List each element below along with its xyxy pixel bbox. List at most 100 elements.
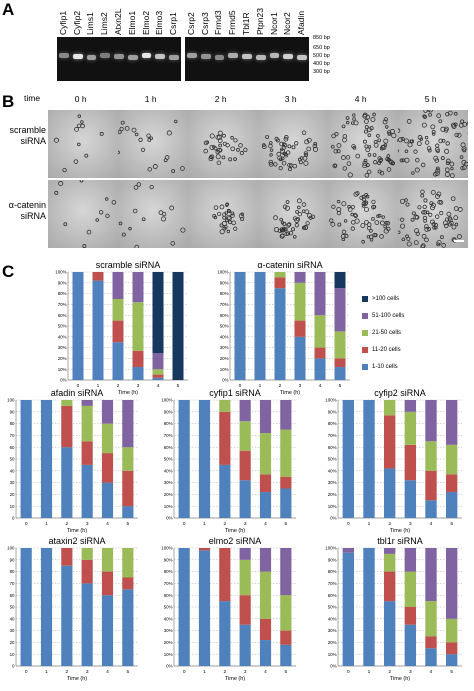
bar-segment <box>219 601 230 666</box>
y-tick-label: 20 <box>10 492 15 497</box>
micrograph-cells <box>398 110 468 178</box>
cell <box>384 225 387 228</box>
bar-segment <box>102 424 113 454</box>
bar-segment <box>425 601 436 636</box>
bar-segment <box>41 400 52 518</box>
cell <box>150 137 153 140</box>
lane-label: Afadin <box>296 11 306 35</box>
y-tick-label: 20% <box>58 356 67 361</box>
bar-segment <box>425 441 436 471</box>
x-tick-label: 0 <box>183 521 186 527</box>
x-tick-label: 4 <box>106 669 109 675</box>
cell <box>368 146 371 149</box>
bar-segment <box>280 489 291 519</box>
y-tick-label: 60% <box>220 313 229 318</box>
y-tick-label: 20% <box>164 640 173 645</box>
bar-segment <box>122 400 133 447</box>
y-tick-label: 100 <box>7 398 15 403</box>
cell <box>77 124 81 128</box>
cell <box>400 224 404 228</box>
bar-segment <box>102 400 113 424</box>
cell <box>286 151 289 154</box>
lane-label: Elmo2 <box>141 11 151 35</box>
bar-segment <box>260 474 271 492</box>
bar-segment <box>405 400 416 412</box>
cell <box>307 147 311 151</box>
cell <box>210 134 214 138</box>
bar-segment <box>280 430 291 477</box>
cell <box>282 161 286 165</box>
legend-swatch <box>362 296 368 302</box>
gel-image-right <box>185 37 309 81</box>
y-tick-label: 70% <box>164 581 173 586</box>
y-tick-label: 40 <box>10 616 15 621</box>
y-tick-label: 40% <box>164 468 173 473</box>
cell <box>365 126 368 129</box>
cell <box>122 233 125 236</box>
bar-segment <box>82 441 93 465</box>
cell <box>365 145 368 148</box>
cell <box>240 151 243 154</box>
y-tick-label: 20% <box>328 640 337 645</box>
bar-segment <box>41 548 52 666</box>
y-tick-label: 0% <box>222 378 228 383</box>
bar-segment <box>295 272 306 283</box>
cell <box>222 156 225 159</box>
cell <box>421 190 425 194</box>
cell <box>343 134 347 138</box>
bar-segment <box>219 465 230 518</box>
cell <box>63 168 66 171</box>
cell <box>302 131 306 135</box>
micrograph-tile <box>398 180 468 248</box>
y-tick-label: 10% <box>164 652 173 657</box>
cell <box>279 166 282 169</box>
bar-segment <box>384 468 395 518</box>
bar-segment <box>153 369 164 374</box>
bar-segment <box>179 548 190 666</box>
bar-segment <box>179 400 190 518</box>
y-tick-label: 90 <box>10 409 15 414</box>
cell <box>280 218 283 221</box>
x-tick-label: 2 <box>65 669 68 675</box>
x-tick-label: 3 <box>409 669 412 675</box>
bar-segment <box>295 321 306 337</box>
bar-segment <box>315 315 326 347</box>
cell <box>170 206 174 210</box>
cell <box>133 209 137 213</box>
cell <box>362 240 365 243</box>
time-label: 3 h <box>285 94 297 104</box>
cell <box>141 148 144 151</box>
bar-segment <box>446 445 457 475</box>
y-tick-label: 80% <box>220 291 229 296</box>
cell <box>408 143 412 147</box>
bar-segment <box>446 400 457 445</box>
cell <box>374 143 378 147</box>
cell <box>398 138 402 142</box>
cell <box>387 168 391 172</box>
cell <box>80 180 83 182</box>
gel-band <box>242 54 252 59</box>
cell <box>457 235 461 239</box>
y-tick-label: 20 <box>10 640 15 645</box>
bar-segment <box>425 648 436 666</box>
cell <box>237 148 240 151</box>
x-tick-label: 3 <box>86 669 89 675</box>
cell <box>458 207 462 211</box>
cell <box>380 234 384 238</box>
gel-band <box>187 53 197 58</box>
bar-segment <box>219 548 230 601</box>
lane-label: Ptpn23 <box>255 8 265 35</box>
cell <box>431 190 435 194</box>
bar-segment <box>61 548 72 566</box>
x-tick-label: 0 <box>25 669 28 675</box>
x-tick-label: 3 <box>299 383 302 389</box>
bar-segment <box>260 400 271 433</box>
cell <box>132 128 136 132</box>
bar-segment <box>122 471 133 506</box>
micrograph-tile <box>258 110 328 178</box>
bar-segment <box>446 642 457 654</box>
cell <box>291 228 294 231</box>
y-tick-label: 50% <box>328 605 337 610</box>
cell <box>380 171 384 175</box>
